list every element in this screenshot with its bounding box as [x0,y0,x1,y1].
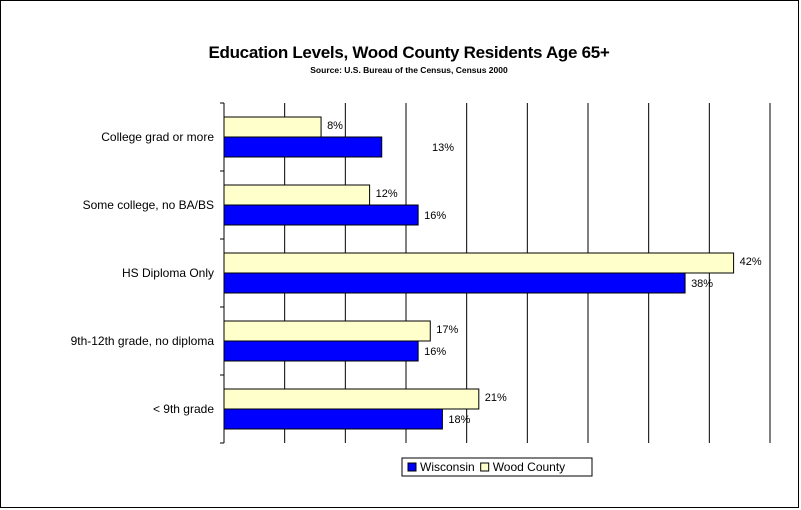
category-label-9th-grade: < 9th grade [153,402,214,416]
bar-wood-county-9th-grade [223,388,480,410]
bar-wisconsin-some-college-no-ba-bs [223,204,419,226]
data-label-wisconsin: 16% [424,346,446,358]
bar-wood-county-9th-12th-grade-no-diploma [223,320,431,342]
data-label-wood-county: 21% [485,392,507,404]
legend-swatch-wood-county [480,462,490,472]
legend-label-wood-county: Wood County [493,460,566,474]
chart-title: Education Levels, Wood County Residents … [208,43,609,62]
bar-wisconsin-9th-12th-grade-no-diploma [223,340,419,362]
bar-wisconsin-9th-grade [223,408,443,430]
data-label-wisconsin: 18% [448,414,470,426]
data-label-wisconsin: 38% [691,278,713,290]
legend: Wisconsin Wood County [401,457,593,477]
bar-wood-county-college-grad-or-more [223,116,322,138]
bars [223,116,735,430]
bar-wood-county-some-college-no-ba-bs [223,184,371,206]
labels: 8% 13% 12% 16% 42% 38% 17% 16% 21% 18% [327,120,762,426]
legend-box [401,457,593,477]
data-label-wood-county: 8% [327,120,343,132]
data-label-wood-county: 42% [740,256,762,268]
category-label-9th-12th-grade-no-diploma: 9th-12th grade, no diploma [71,334,215,348]
data-label-wood-county: 17% [436,324,458,336]
category-label-some-college-no-ba-bs: Some college, no BA/BS [83,198,214,212]
bar-wisconsin-college-grad-or-more [223,136,383,158]
category-label-college-grad-or-more: College grad or more [101,130,214,144]
bar-wisconsin-hs-diploma-only [223,272,686,294]
data-label-wisconsin: 13% [432,142,454,154]
data-label-wisconsin: 16% [424,210,446,222]
legend-swatch-wisconsin [407,462,417,472]
category-axis: College grad or more Some college, no BA/… [71,102,225,444]
data-label-wood-county: 12% [376,188,398,200]
legend-label-wisconsin: Wisconsin [420,460,475,474]
chart-subtitle: Source: U.S. Bureau of the Census, Censu… [310,65,508,75]
bar-wood-county-hs-diploma-only [223,252,735,274]
category-label-hs-diploma-only: HS Diploma Only [122,266,214,280]
